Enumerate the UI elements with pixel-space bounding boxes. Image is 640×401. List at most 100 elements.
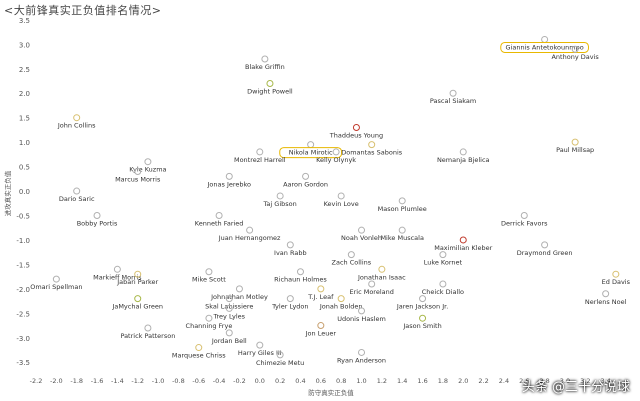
- data-point: [144, 158, 152, 166]
- data-point: [317, 322, 325, 330]
- data-point: [235, 285, 243, 293]
- y-tick-label: 2.0: [19, 90, 30, 98]
- data-point: [459, 148, 467, 156]
- y-tick-label: 1.5: [19, 115, 30, 123]
- y-tick-label: 3.5: [19, 17, 30, 25]
- point-label: Chimezie Metu: [256, 359, 304, 367]
- point-label: Juan Hernangomez: [218, 234, 281, 242]
- point-label: Jonas Jerebko: [207, 180, 252, 188]
- data-point: [439, 280, 447, 288]
- point-label: Richaun Holmes: [274, 276, 327, 284]
- x-tick-label: 3.4: [600, 377, 610, 385]
- point-label: Johnathan Motley: [210, 293, 268, 301]
- highlight-box: [279, 147, 343, 159]
- point-label: Kenneth Faried: [195, 220, 244, 228]
- y-tick-label: -1.0: [16, 237, 30, 245]
- x-tick-label: 0.2: [275, 377, 285, 385]
- x-axis-label: 防守真实正负值: [308, 388, 354, 397]
- point-label: Nemanja Bjelica: [437, 156, 490, 164]
- x-tick-label: -0.8: [172, 377, 185, 385]
- data-point: [337, 192, 345, 200]
- data-point: [52, 275, 60, 283]
- data-point: [302, 172, 310, 180]
- point-label: Noah Vonleh: [341, 234, 382, 242]
- data-point: [358, 226, 366, 234]
- point-label: Draymond Green: [517, 249, 573, 257]
- data-point: [352, 123, 360, 131]
- x-tick-label: 1.8: [438, 377, 448, 385]
- point-label: John Collins: [57, 122, 96, 130]
- point-label: Paul Millsap: [556, 146, 594, 154]
- point-label: JaMychal Green: [111, 303, 163, 311]
- data-point: [296, 268, 304, 276]
- point-label: Marquese Chriss: [172, 352, 226, 360]
- point-label: Harry Giles III: [238, 349, 282, 357]
- x-tick-label: 2.4: [499, 377, 509, 385]
- y-tick-label: -2.5: [16, 310, 30, 318]
- y-tick-label: -1.5: [16, 261, 30, 269]
- point-label: Luke Kornet: [424, 259, 463, 267]
- point-label: Channing Frye: [186, 322, 233, 330]
- point-label: Omari Spellman: [30, 283, 82, 291]
- watermark-text: 头条 @三十分说球: [521, 380, 630, 395]
- point-label: Jordan Bell: [211, 337, 247, 345]
- data-point: [449, 89, 457, 97]
- data-point: [347, 251, 355, 259]
- x-tick-label: 0.0: [255, 377, 265, 385]
- x-tick-label: 1.0: [356, 377, 366, 385]
- point-label: Trey Lyles: [213, 312, 246, 320]
- point-label: Jabari Parker: [116, 278, 158, 286]
- point-label: Maximilian Kleber: [434, 244, 492, 252]
- data-point: [541, 241, 549, 249]
- data-point: [520, 212, 528, 220]
- data-point: [134, 270, 142, 278]
- point-label: Bobby Portis: [77, 220, 118, 228]
- point-label: Udonis Haslem: [337, 315, 386, 323]
- y-tick-label: 0.5: [19, 164, 30, 172]
- data-point: [571, 138, 579, 146]
- data-point: [286, 241, 294, 249]
- x-tick-label: 2.6: [519, 377, 529, 385]
- data-point: [205, 314, 213, 322]
- x-tick-label: 1.4: [397, 377, 407, 385]
- point-label: Anthony Davis: [551, 53, 599, 61]
- data-point: [73, 114, 81, 122]
- x-tick-label: -1.4: [111, 377, 124, 385]
- point-label: Nikola Mirotic: [289, 149, 333, 157]
- point-label: Marcus Morris: [115, 175, 161, 183]
- point-label: Thaddeus Young: [329, 131, 383, 139]
- point-label: Mike Scott: [192, 276, 226, 284]
- point-label: Montrezl Harrell: [234, 156, 286, 164]
- data-point: [276, 351, 284, 359]
- point-label: Tyler Lydon: [271, 303, 308, 311]
- point-label: Domantas Sabonis: [341, 149, 403, 157]
- data-point: [266, 79, 274, 87]
- data-point: [134, 295, 142, 303]
- point-label: Jonathan Isaac: [357, 273, 406, 281]
- data-point: [368, 141, 376, 149]
- point-label: Ivan Rabb: [274, 249, 307, 257]
- x-tick-label: -2.0: [50, 377, 63, 385]
- point-label: Taj Gibson: [263, 200, 297, 208]
- y-tick-label: 1.0: [19, 139, 30, 147]
- x-tick-label: 0.8: [336, 377, 346, 385]
- data-point: [307, 141, 315, 149]
- y-tick-label: 3.0: [19, 41, 30, 49]
- data-point: [602, 290, 610, 298]
- y-tick-label: 2.5: [19, 66, 30, 74]
- data-point: [541, 35, 549, 43]
- point-label: Aaron Gordon: [283, 180, 328, 188]
- x-tick-label: 1.6: [417, 377, 427, 385]
- point-label: Mike Muscala: [380, 234, 423, 242]
- point-label: T.J. Leaf: [307, 293, 334, 301]
- y-tick-label: -3.5: [16, 359, 30, 367]
- data-point: [286, 295, 294, 303]
- data-point: [612, 270, 620, 278]
- point-label: Nerlens Noel: [585, 298, 627, 306]
- x-tick-label: -2.2: [30, 377, 43, 385]
- point-label: Blake Griffin: [245, 63, 285, 71]
- data-point: [256, 341, 264, 349]
- data-point: [215, 212, 223, 220]
- data-point: [225, 329, 233, 337]
- point-label: Ryan Anderson: [337, 356, 386, 364]
